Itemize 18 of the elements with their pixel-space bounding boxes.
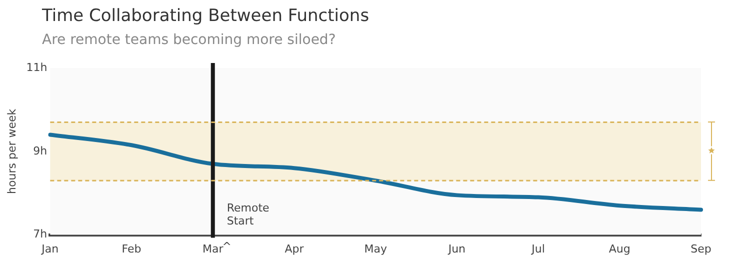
x-tick-label: May — [364, 242, 388, 256]
x-tick-label: Apr — [284, 242, 304, 256]
chart-title: Time Collaborating Between Functions — [42, 6, 370, 26]
line-series — [48, 132, 703, 212]
x-tick-label: Jul — [530, 242, 545, 256]
ref-line-label: Remote Start — [226, 201, 270, 228]
x-tick-label: Aug — [608, 242, 630, 256]
x-tick-label: Feb — [122, 242, 142, 256]
x-tick-label: Mar — [202, 242, 224, 256]
text: ^ — [222, 240, 232, 254]
y-tick-label: 7h — [33, 228, 48, 241]
y-tick-label: 9h — [33, 144, 48, 158]
x-tick-label: Jun — [447, 242, 466, 256]
x-tick-label: Sep — [690, 242, 712, 256]
x-tick-label: Jan — [40, 242, 59, 256]
chart-subtitle: Are remote teams becoming more siloed? — [42, 32, 336, 48]
y-axis-title: hours per week — [5, 108, 18, 194]
y-tick-label: 11h — [26, 60, 48, 74]
